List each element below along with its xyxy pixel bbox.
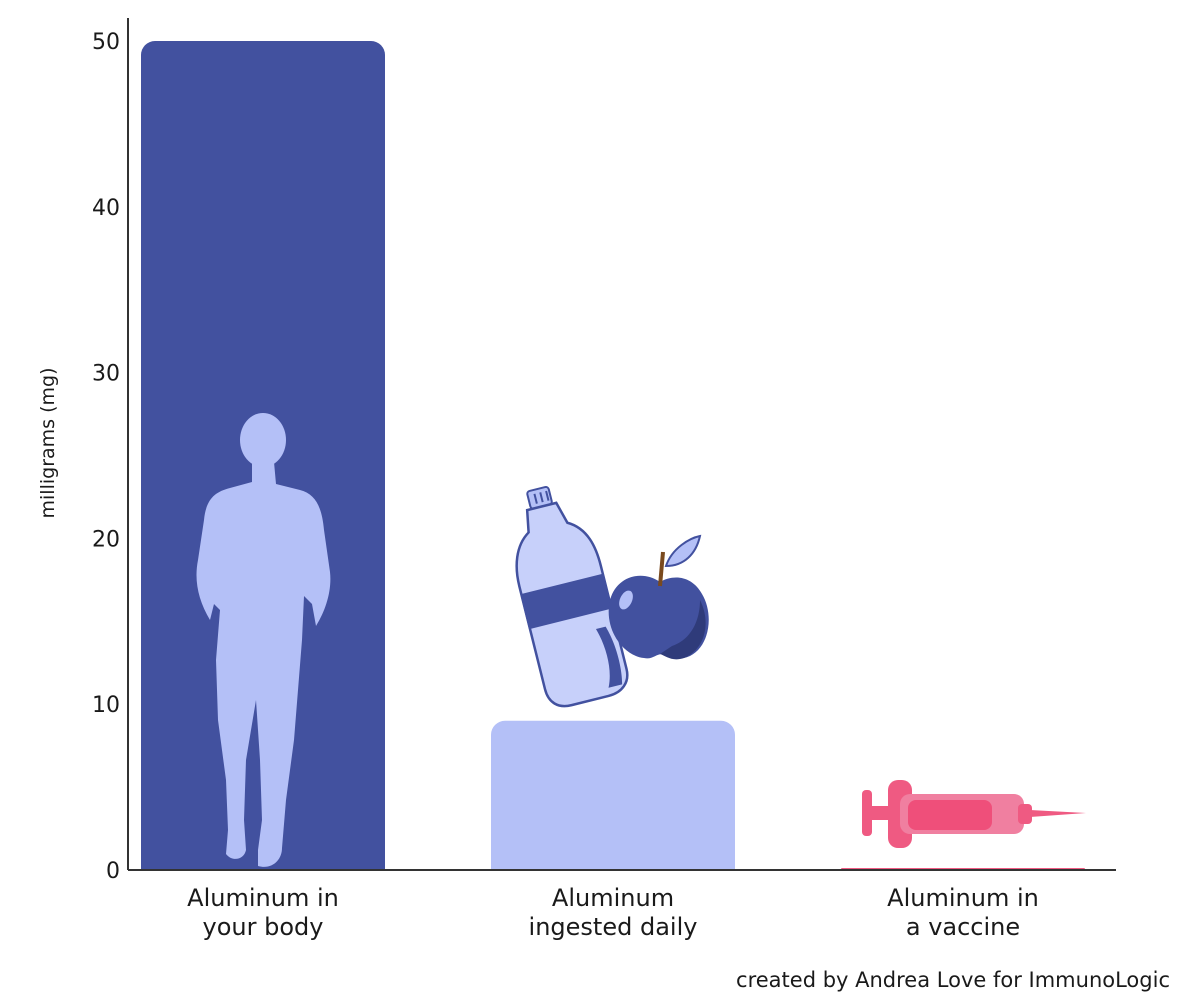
y-axis-ticks: 0 10 20 30 40 50 [92, 30, 120, 884]
y-tick-label: 50 [92, 30, 120, 55]
category-label-body: Aluminum in your body [187, 884, 339, 941]
y-tick-label: 40 [92, 196, 120, 221]
category-label-vaccine: Aluminum in a vaccine [887, 884, 1039, 941]
y-tick-label: 0 [106, 859, 120, 884]
y-axis-label: milligrams (mg) [37, 367, 59, 519]
y-tick-label: 10 [92, 693, 120, 718]
credit-text: created by Andrea Love for ImmunoLogic [736, 968, 1170, 992]
category-label-ingested: Aluminum ingested daily [528, 884, 698, 941]
apple-icon [608, 534, 709, 660]
person-silhouette-icon [196, 413, 331, 867]
y-tick-label: 30 [92, 362, 120, 387]
bar-1 [491, 720, 735, 870]
bar-base-1 [491, 854, 735, 870]
syringe-icon [862, 780, 1086, 848]
water-bottle-icon [515, 486, 629, 708]
y-tick-label: 20 [92, 527, 120, 552]
